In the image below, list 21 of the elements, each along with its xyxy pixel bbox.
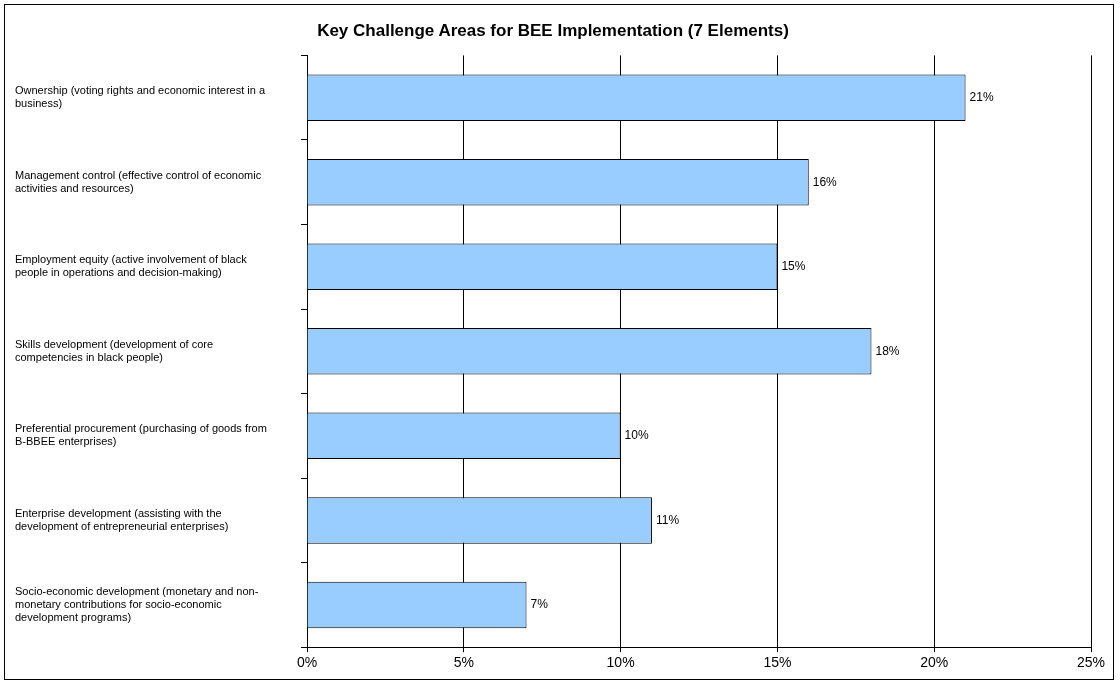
- data-label: 18%: [875, 343, 900, 358]
- chart-title: Key Challenge Areas for BEE Implementation (7 Elements): [317, 20, 789, 40]
- x-tick-label: 25%: [1076, 654, 1106, 671]
- y-tick-label: Management control (effective control of economic activities and resources): [15, 168, 262, 194]
- y-tick-label: Enterprise development (assisting with the development of entrepreneurial enterprises): [15, 506, 229, 533]
- x-tick-label: 15%: [763, 654, 792, 671]
- y-tick-label: Employment equity (active involvement of black people in operations and decision-making): [15, 253, 248, 279]
- x-tick-label: 20%: [920, 654, 949, 671]
- x-tick-label: 0%: [296, 654, 318, 671]
- data-label: 10%: [624, 428, 649, 443]
- data-label: 21%: [969, 89, 994, 104]
- data-label: 7%: [530, 597, 549, 612]
- y-tick-label: Ownership (voting rights and economic interest in a business): [15, 84, 266, 110]
- y-tick-label: Socio-economic development (monetary and non-monetary contributions for socio-economic development programs): [15, 584, 259, 624]
- x-tick-label: 10%: [606, 654, 635, 671]
- data-label: 16%: [812, 174, 838, 189]
- x-tick-label: 5%: [453, 654, 474, 671]
- y-tick-label: Preferential procurement (purchasing of goods from B-BBEE enterprises): [15, 422, 267, 448]
- data-label: 11%: [655, 512, 680, 527]
- y-tick-label: Skills development (development of core competencies in black people): [15, 337, 214, 363]
- data-label: 15%: [781, 259, 806, 274]
